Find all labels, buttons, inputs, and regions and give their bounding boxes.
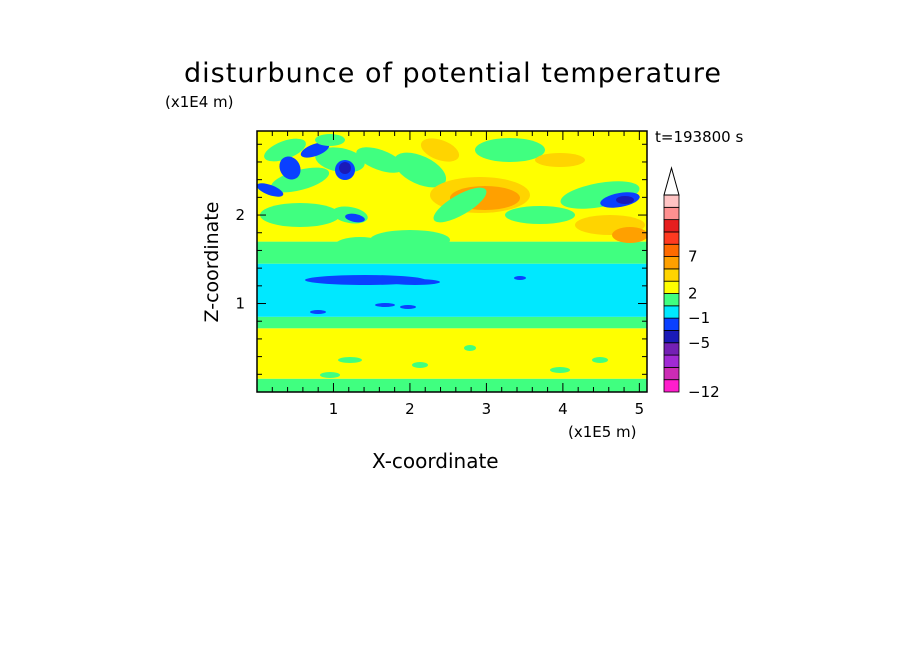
contour-cell-18 xyxy=(616,196,634,204)
colorbar-band-5 xyxy=(663,317,680,331)
y-axis-scale-label: (x1E4 m) xyxy=(165,93,234,111)
plot-frame xyxy=(256,130,648,393)
contour-cell-4 xyxy=(339,162,351,174)
contour-layer-3 xyxy=(257,263,647,317)
contour-cell-21 xyxy=(257,183,284,197)
colorbar-band-8 xyxy=(663,280,680,294)
x-axis-label: X-coordinate xyxy=(372,449,499,473)
colorbar-extend-arrow xyxy=(663,166,680,196)
contour-cell-26 xyxy=(433,187,487,223)
contour-cell-1 xyxy=(270,167,330,193)
contour-cell-22 xyxy=(370,230,450,250)
y-tick-label: 2 xyxy=(235,206,245,224)
contour-streak-1 xyxy=(390,279,440,285)
contour-spot-3 xyxy=(550,367,570,373)
colorbar-band-4 xyxy=(663,330,680,344)
chart-title: disturbunce of potential temperature xyxy=(184,58,722,89)
contour-layer-0 xyxy=(257,378,647,392)
contour-spot-4 xyxy=(592,357,608,363)
contour-cell-9 xyxy=(420,138,460,162)
contour-cell-13 xyxy=(475,138,545,162)
contour-layer-4 xyxy=(257,241,647,264)
contour-spot-1 xyxy=(320,372,340,378)
contour-cell-5 xyxy=(279,156,301,180)
colorbar-label: 2 xyxy=(688,285,698,303)
x-tick-label: 4 xyxy=(558,400,568,418)
contour-streak-4 xyxy=(400,305,416,309)
colorbar-band-7 xyxy=(663,293,680,307)
colorbar-label: 7 xyxy=(688,248,698,266)
colorbar-band-2 xyxy=(663,354,680,368)
contour-cell-24 xyxy=(535,153,585,167)
contour-cell-12 xyxy=(345,213,365,223)
colorbar-band-10 xyxy=(663,256,680,270)
colorbar-band-11 xyxy=(663,243,680,257)
contour-cell-23 xyxy=(335,237,385,253)
colorbar-band-14 xyxy=(663,206,680,221)
x-tick-label: 5 xyxy=(635,400,645,418)
colorbar-band-13 xyxy=(663,219,680,233)
contour-spot-5 xyxy=(464,345,476,351)
colorbar-band-12 xyxy=(663,231,680,245)
y-tick-label: 1 xyxy=(235,295,245,313)
contour-spot-0 xyxy=(338,357,362,363)
contour-streak-3 xyxy=(375,303,395,307)
contour-cell-20 xyxy=(612,227,647,243)
colorbar-band-3 xyxy=(663,342,680,356)
colorbar-band-6 xyxy=(663,305,680,319)
colorbar-label: −1 xyxy=(688,309,710,327)
x-tick-label: 2 xyxy=(405,400,415,418)
contour-layer-2 xyxy=(257,316,647,329)
contour-cell-0 xyxy=(264,138,306,162)
x-axis-scale-label: (x1E5 m) xyxy=(568,423,637,441)
colorbar-label: −12 xyxy=(688,383,720,401)
contour-cell-10 xyxy=(260,203,340,227)
contour-spot-2 xyxy=(412,362,428,368)
contour-cell-6 xyxy=(300,142,330,158)
contour-cell-8 xyxy=(393,152,447,188)
contour-cell-25 xyxy=(315,134,345,146)
colorbar-band-1 xyxy=(663,366,680,381)
time-label: t=193800 s xyxy=(655,128,744,146)
contour-cell-7 xyxy=(356,147,404,173)
contour-field xyxy=(257,131,647,392)
x-tick-label: 1 xyxy=(329,400,339,418)
contour-cell-27 xyxy=(505,206,575,224)
colorbar-band-9 xyxy=(663,268,680,282)
colorbar-band-0 xyxy=(663,379,680,393)
x-tick-label: 3 xyxy=(482,400,492,418)
contour-streak-2 xyxy=(310,310,326,314)
colorbar-band-15 xyxy=(663,194,680,208)
contour-layer-1 xyxy=(257,328,647,379)
contour-streak-5 xyxy=(514,276,526,280)
colorbar-label: −5 xyxy=(688,334,710,352)
